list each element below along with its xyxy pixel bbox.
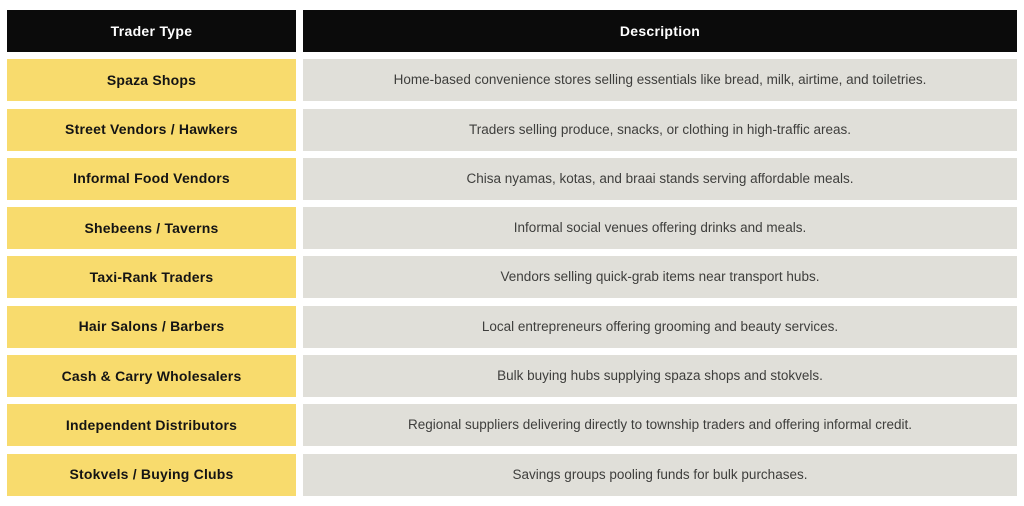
trader-type-cell: Hair Salons / Barbers xyxy=(7,305,296,348)
trader-type-cell: Street Vendors / Hawkers xyxy=(7,108,296,151)
trader-type-cell: Independent Distributors xyxy=(7,404,296,447)
description-cell: Vendors selling quick-grab items near tr… xyxy=(303,256,1017,299)
description-cell: Savings groups pooling funds for bulk pu… xyxy=(303,453,1017,496)
trader-type-cell: Spaza Shops xyxy=(7,59,296,102)
trader-type-table: Trader Type Description Spaza Shops Home… xyxy=(7,10,1017,496)
trader-type-cell: Shebeens / Taverns xyxy=(7,207,296,250)
description-cell: Chisa nyamas, kotas, and braai stands se… xyxy=(303,157,1017,200)
trader-type-cell: Cash & Carry Wholesalers xyxy=(7,355,296,398)
column-header-trader-type: Trader Type xyxy=(7,10,296,52)
trader-type-cell: Taxi-Rank Traders xyxy=(7,256,296,299)
column-header-description: Description xyxy=(303,10,1017,52)
trader-type-cell: Informal Food Vendors xyxy=(7,157,296,200)
description-cell: Bulk buying hubs supplying spaza shops a… xyxy=(303,355,1017,398)
trader-type-cell: Stokvels / Buying Clubs xyxy=(7,453,296,496)
description-cell: Traders selling produce, snacks, or clot… xyxy=(303,108,1017,151)
description-cell: Informal social venues offering drinks a… xyxy=(303,207,1017,250)
description-cell: Local entrepreneurs offering grooming an… xyxy=(303,305,1017,348)
description-cell: Regional suppliers delivering directly t… xyxy=(303,404,1017,447)
description-cell: Home-based convenience stores selling es… xyxy=(303,59,1017,102)
